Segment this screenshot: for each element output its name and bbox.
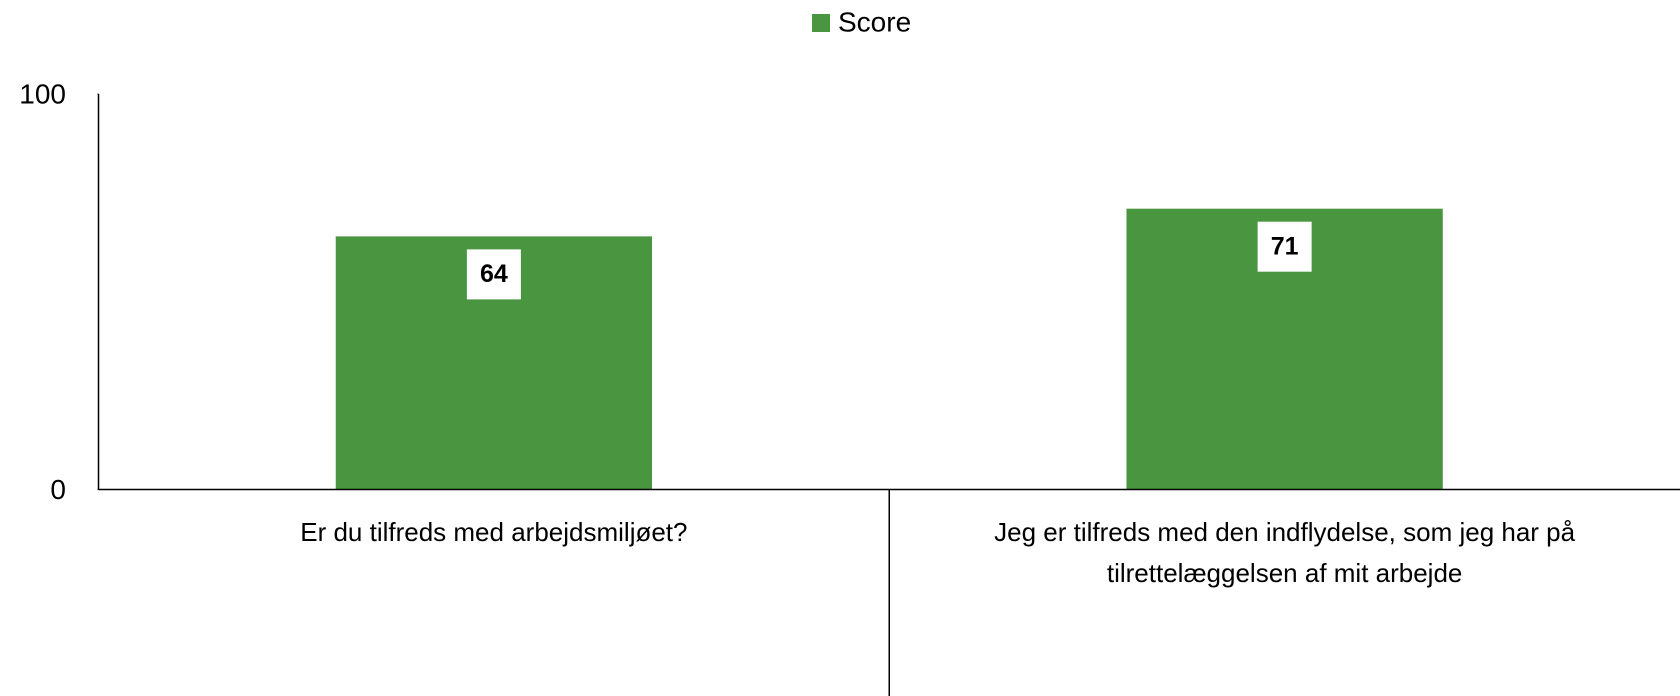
y-tick-label: 0 <box>50 474 66 505</box>
x-tick-label: Jeg er tilfreds med den indflydelse, som… <box>994 516 1576 588</box>
data-label: 64 <box>480 260 508 288</box>
x-tick-label: Er du tilfreds med arbejdsmiljøet? <box>300 516 688 547</box>
legend-swatch <box>812 14 830 32</box>
data-label-box <box>1257 221 1312 272</box>
data-label-box <box>466 249 521 300</box>
y-tick-label: 100 <box>19 78 66 109</box>
legend-label: Score <box>838 6 911 37</box>
data-label: 71 <box>1271 232 1299 260</box>
